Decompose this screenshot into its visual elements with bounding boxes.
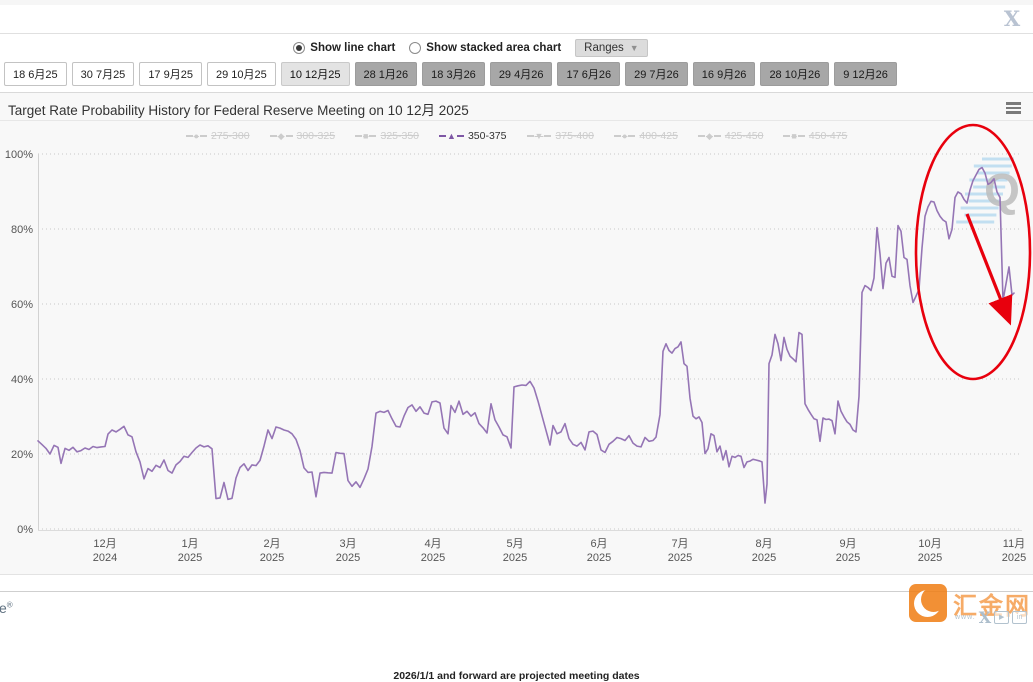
chart-legend: ● 275-300 ◆ 300-325 ■ 325-350 ▲ 350-375 ▼ 375-400…	[0, 130, 1033, 142]
radio-line-chart[interactable]: Show line chart	[293, 42, 395, 54]
legend-item-375-400[interactable]: ▼ 375-400	[526, 130, 594, 142]
chart-title-row: Target Rate Probability History for Fede…	[0, 93, 1033, 121]
red-annotations	[914, 123, 1032, 381]
legend-item-425-450[interactable]: ◆ 425-450	[697, 130, 763, 142]
tab-28-10月26[interactable]: 28 10月26	[760, 62, 830, 86]
top-strip	[0, 0, 1033, 5]
probability-history-chart: 0% 20% 40% 60% 80% 100% 12月 2024 1月 2025 2月 2025 3月 2…	[5, 123, 1032, 564]
tab-16-9月26[interactable]: 16 9月26	[692, 62, 756, 86]
legend-item-275-300[interactable]: ● 275-300	[185, 130, 250, 142]
chart-title: Target Rate Probability History for Fede…	[8, 103, 469, 118]
quikstrike-q-watermark: Q	[956, 157, 1020, 224]
legend-item-400-425[interactable]: ● 400-425	[613, 130, 678, 142]
radio-stacked-area-chart[interactable]: Show stacked area chart	[409, 42, 561, 54]
chart-caption: 2026/1/1 and forward are projected meeti…	[393, 670, 640, 682]
chart-controls: Show line chart Show stacked area chart …	[0, 38, 987, 58]
tab-17-6月26[interactable]: 17 6月26	[557, 62, 621, 86]
legend-item-450-475[interactable]: ■ 450-475	[783, 130, 847, 142]
tab-18-6月25[interactable]: 18 6月25	[4, 62, 67, 86]
annotation-ellipse	[914, 123, 1032, 381]
huijin-www-text: www.	[955, 614, 976, 621]
legend-item-325-350[interactable]: ■ 325-350	[355, 130, 419, 142]
tab-30-7月25[interactable]: 30 7月25	[71, 62, 135, 86]
tab-18-3月26[interactable]: 18 3月26	[422, 62, 485, 86]
diamond-marker-icon: ◆	[277, 130, 285, 141]
gridlines	[38, 153, 1022, 530]
svg-text:100%: 100%	[5, 149, 33, 161]
tab-17-9月25[interactable]: 17 9月25	[139, 62, 202, 86]
svg-text:Q: Q	[984, 164, 1020, 216]
legend-item-350-375[interactable]: ▲ 350-375	[439, 130, 507, 142]
huijin-watermark: 汇金网 www. X ▶ in	[903, 582, 1031, 632]
huijin-logo-icon	[909, 584, 947, 622]
chart-menu-button[interactable]	[1006, 102, 1021, 116]
svg-text:80%: 80%	[11, 224, 33, 236]
x-social-icon: X	[978, 608, 992, 627]
tab-28-1月26[interactable]: 28 1月26	[354, 62, 418, 86]
chart-panel: Target Rate Probability History for Fede…	[0, 92, 1033, 682]
radio-line-chart-icon[interactable]	[293, 42, 306, 54]
svg-text:0%: 0%	[17, 524, 33, 536]
tab-29-10月25[interactable]: 29 10月25	[206, 62, 276, 86]
ranges-label: Ranges	[584, 42, 624, 54]
tab-29-7月26[interactable]: 29 7月26	[625, 62, 688, 86]
svg-text:60%: 60%	[11, 299, 33, 311]
huijin-social-row: www. X ▶ in	[955, 608, 1028, 627]
ranges-dropdown[interactable]: Ranges ▼	[575, 39, 648, 57]
svg-text:40%: 40%	[11, 374, 33, 386]
radio-stacked-area-icon[interactable]	[409, 42, 422, 54]
svg-text:20%: 20%	[11, 449, 33, 461]
circle-marker-icon: ●	[193, 130, 200, 141]
square-marker-icon: ■	[363, 130, 369, 141]
diamond-marker-icon: ◆	[705, 130, 713, 141]
tab-9-12月26[interactable]: 9 12月26	[834, 62, 897, 86]
linkedin-social-icon: in	[1012, 611, 1028, 624]
header-divider	[0, 33, 1033, 34]
legend-item-300-325[interactable]: ◆ 300-325	[269, 130, 335, 142]
chevron-down-icon: ▼	[629, 43, 639, 53]
footer: ke®	[0, 591, 1033, 640]
triangle-marker-icon: ▲	[447, 130, 456, 141]
triangle-down-marker-icon: ▼	[534, 130, 544, 141]
radio-stacked-area-label: Show stacked area chart	[426, 42, 562, 54]
series-line-350-375	[37, 166, 1015, 504]
play-social-icon: ▶	[994, 611, 1010, 624]
close-icon[interactable]: X	[1003, 6, 1021, 31]
meeting-date-tabs: 18 6月25 30 7月25 17 9月25 29 10月25 10 12月25 28 …	[4, 62, 897, 86]
square-marker-icon: ■	[791, 130, 797, 141]
axes: 0% 20% 40% 60% 80% 100% 12月 2024 1月 2025 2月 2025 3月 2…	[5, 149, 1026, 564]
quikstrike-partial-logo: ke®	[0, 600, 13, 616]
annotation-arrow	[965, 213, 1013, 326]
tab-29-4月26[interactable]: 29 4月26	[489, 62, 553, 86]
circle-marker-icon: ●	[621, 130, 628, 141]
tab-10-12月25[interactable]: 10 12月25	[280, 62, 350, 86]
radio-line-chart-label: Show line chart	[310, 42, 396, 54]
